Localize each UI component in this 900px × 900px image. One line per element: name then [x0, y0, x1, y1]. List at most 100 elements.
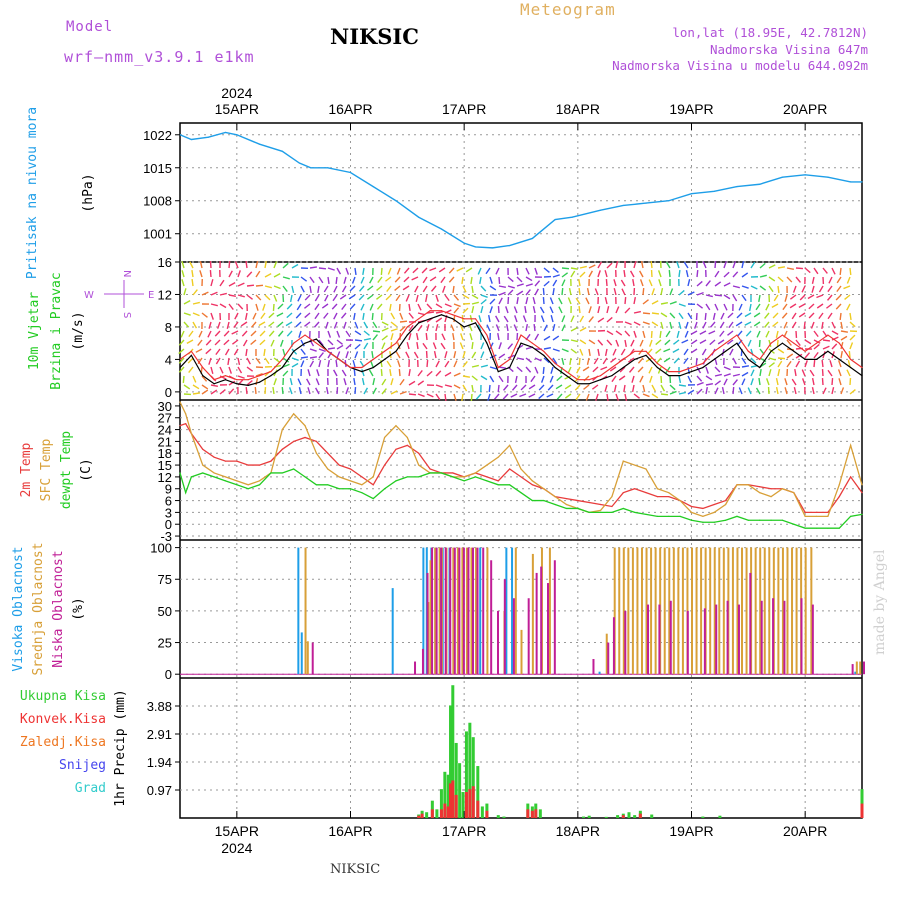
clouds-cloud_low-bar	[440, 547, 443, 675]
wind-arrow	[624, 307, 631, 314]
wind-arrow	[459, 333, 464, 341]
x-bottom-label: 19APR	[669, 823, 713, 839]
temperature-sfc-point	[725, 503, 727, 506]
wind-arrow	[219, 366, 224, 374]
temperature-dew-point	[611, 511, 613, 513]
precip-precip_total-bar	[454, 742, 458, 818]
wind-arrow	[182, 375, 185, 384]
wind-arrow	[678, 312, 684, 320]
temperature-t2m-point	[406, 444, 408, 446]
temperature-sfc-point	[202, 464, 204, 466]
wind-arrow	[273, 273, 281, 278]
wind-arrow	[237, 375, 245, 379]
wind-arrow	[578, 357, 581, 366]
precip-precip_conv-bar	[430, 809, 434, 818]
wind-arrow	[245, 386, 248, 395]
clouds-cloud_mid-bar	[613, 547, 616, 675]
wind-arrow	[585, 297, 590, 305]
wind-arrow	[765, 330, 770, 338]
temperature-dew-point	[554, 503, 556, 506]
wind-arrow	[831, 387, 835, 395]
wind-arrow	[578, 287, 581, 296]
wind-wind_gust-point	[463, 318, 465, 320]
wind-arrow	[528, 393, 536, 398]
clouds-cloud_low-bar	[462, 547, 465, 675]
wind-arrow	[732, 271, 739, 278]
wind-arrow	[399, 325, 406, 332]
wind-arrow	[246, 294, 253, 300]
wind-arrow	[215, 357, 221, 365]
wind-arrow	[183, 321, 190, 328]
clouds-cloud_low-bar	[431, 547, 434, 675]
precip-precip_conv-bar	[443, 803, 447, 818]
clouds-cloud_low-bar	[800, 598, 803, 675]
clouds-cloud_low-bar	[540, 566, 543, 675]
wind-arrow	[615, 393, 619, 401]
wind-arrow	[676, 330, 680, 338]
wind-arrow	[831, 321, 836, 329]
wind-arrow	[678, 375, 682, 383]
pressure-pressure-point	[491, 247, 494, 249]
precip-precip_total-bar	[582, 816, 586, 818]
wind-arrow	[665, 330, 671, 338]
wind-arrow	[183, 384, 191, 390]
temperature-dew-point	[440, 472, 443, 474]
wind-arrow	[605, 278, 608, 287]
wind-wind_gust-point	[349, 366, 352, 369]
wind-arrow	[597, 339, 604, 346]
temperature-t2m-point	[861, 492, 863, 494]
footer-station: NIKSIC	[330, 862, 381, 877]
y-tick-label: 1.94	[147, 755, 172, 770]
precip-precip_conv-bar	[417, 815, 421, 818]
wind-arrow	[191, 278, 194, 287]
temperature-t2m-point	[418, 452, 420, 454]
wind-arrow	[296, 303, 302, 311]
wind-arrow	[270, 339, 275, 347]
wind-arrow	[300, 348, 306, 355]
temperature-dew-point	[327, 484, 329, 486]
wind-arrow	[361, 369, 365, 377]
wind-arrow	[789, 294, 797, 300]
wind-arrow	[228, 388, 235, 395]
wind-arrow	[597, 306, 601, 314]
temperature-sfc-point	[531, 480, 533, 482]
wind-arrow	[747, 387, 752, 395]
wind-arrow	[624, 296, 627, 305]
clouds-cloud_low-bar	[772, 598, 775, 675]
wind-arrow	[660, 393, 669, 396]
wind-arrow	[376, 285, 383, 291]
precip-precip_total-bar	[461, 792, 465, 818]
wind-arrow	[685, 270, 689, 278]
wind-arrow	[525, 323, 529, 332]
temperature-t2m-point	[349, 468, 352, 470]
temperature-sfc-point	[520, 468, 522, 470]
wind-arrow	[453, 351, 457, 359]
wind-wind_gust-point	[690, 366, 693, 369]
clouds-cloud_low-bar	[444, 547, 447, 675]
wind-arrow	[323, 312, 329, 319]
pressure-pressure-line	[179, 131, 862, 249]
wind-arrow	[497, 384, 500, 393]
wind-arrow	[273, 378, 278, 386]
x-bottom-label: 20APR	[783, 823, 827, 839]
y-tick-label: 21	[158, 434, 172, 449]
clouds-cloud_low-bar	[811, 604, 814, 675]
temperature-sfc-line	[179, 401, 863, 518]
wind-arrow	[732, 285, 740, 289]
clouds-cloud_mid-bar	[514, 547, 517, 675]
wind-arrow	[245, 348, 248, 357]
temperature-dew-point	[202, 472, 204, 474]
wind-arrow	[268, 330, 275, 337]
wind-arrow	[513, 324, 518, 332]
wind-arrow	[327, 347, 336, 350]
temperature-t2m-point	[520, 476, 522, 478]
wind-arrow	[683, 357, 689, 365]
wind-wind_speed-point	[725, 350, 727, 352]
wind-arrow	[843, 285, 851, 290]
wind-arrow	[343, 378, 347, 386]
temperature-t2m-point	[452, 472, 454, 474]
temperature-dew-point	[293, 468, 295, 470]
wind-wind_speed-point	[759, 366, 761, 369]
wind-arrow	[421, 267, 428, 274]
temperature-sfc-point	[236, 480, 238, 482]
